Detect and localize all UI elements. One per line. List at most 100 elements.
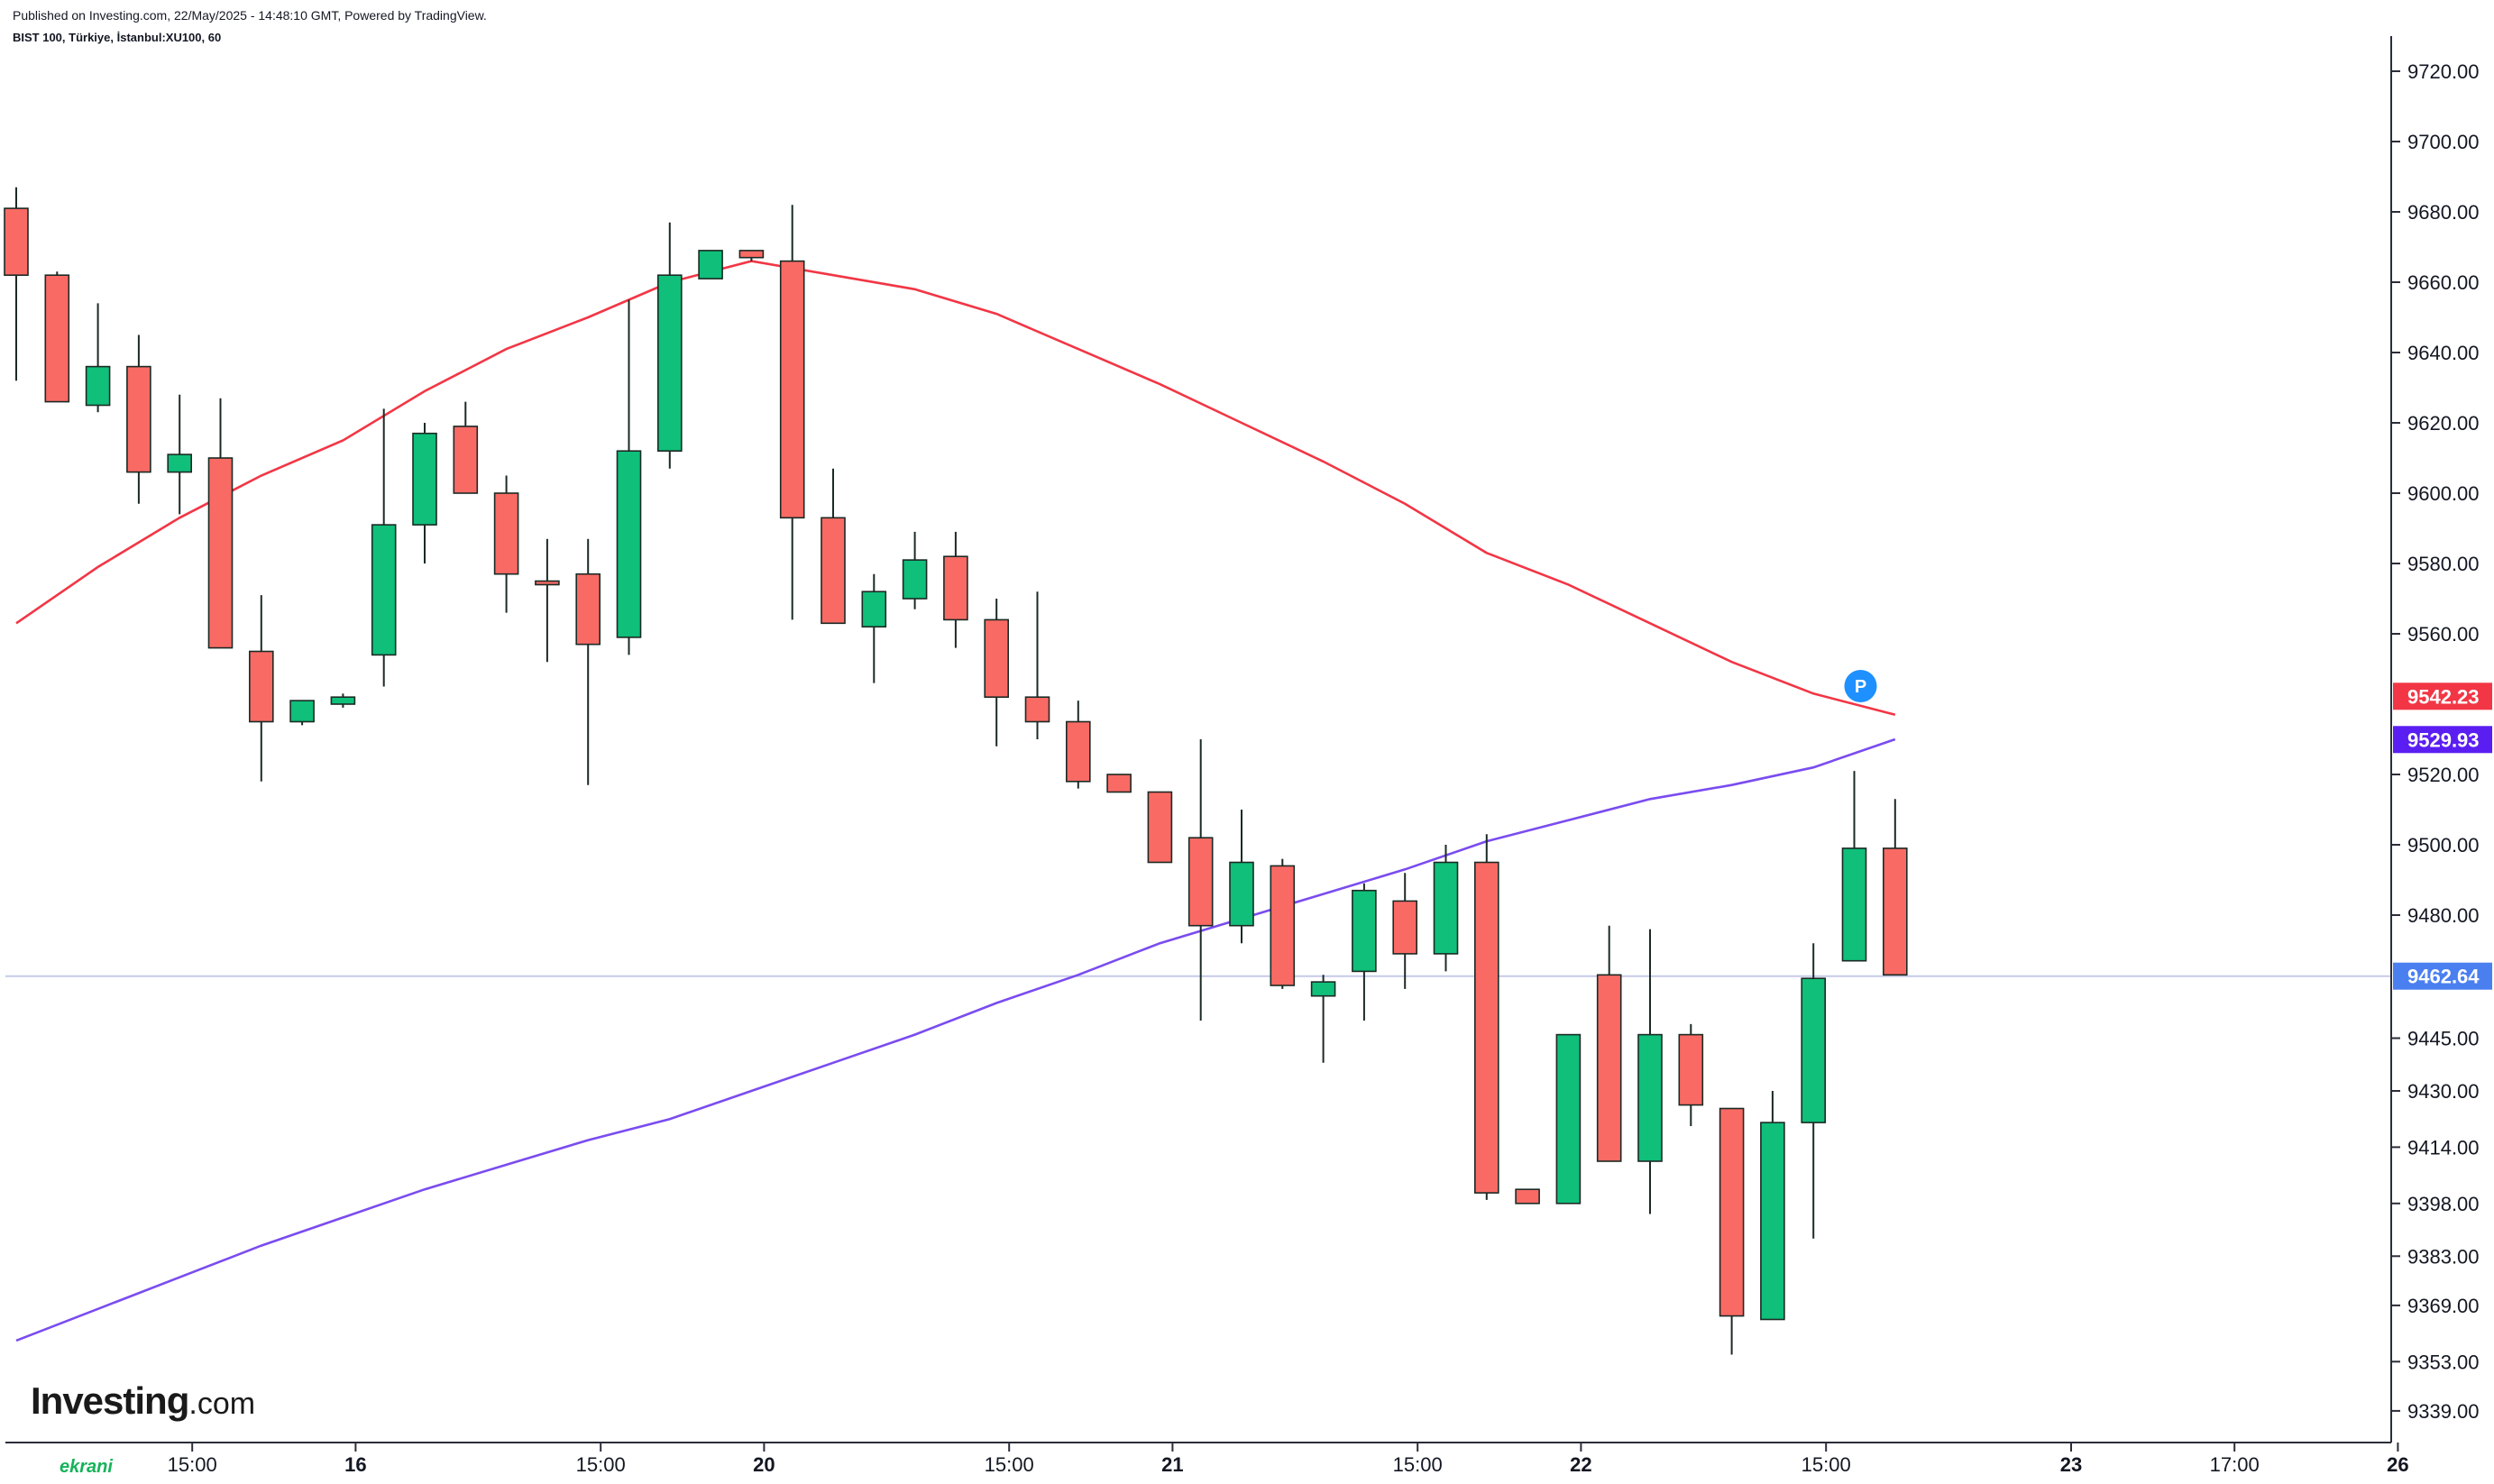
candle[interactable] [1596,925,1622,1162]
watermark-logo: ekrani [60,1457,113,1477]
candle[interactable] [1310,975,1336,1063]
candle-body [1270,865,1296,986]
price-label: 9462.64 [2393,962,2492,990]
candle[interactable] [167,394,192,515]
candle[interactable] [1841,771,1867,962]
x-tick-label: 21 [1161,1453,1183,1476]
candle[interactable] [1678,1023,1704,1126]
y-tick-label: 9369.00 [2407,1295,2480,1317]
candle[interactable] [330,693,356,708]
y-tick-label: 9620.00 [2407,412,2480,435]
candle[interactable] [1352,883,1377,1021]
candle[interactable] [289,700,315,726]
y-tick-label: 9660.00 [2407,271,2480,294]
candle-body [248,650,274,723]
candle[interactable] [1515,1188,1540,1205]
y-tick-label: 9680.00 [2407,201,2480,224]
y-tick-label: 9600.00 [2407,482,2480,505]
x-tick-label: 16 [344,1453,366,1476]
y-tick-label: 9383.00 [2407,1245,2480,1268]
ma-slow-line [15,260,1896,716]
y-tick-label: 9640.00 [2407,342,2480,364]
candle-body [1678,1033,1704,1106]
y-tick-label: 9430.00 [2407,1080,2480,1103]
candle[interactable] [412,423,437,563]
moving-average-lines [15,260,1896,1342]
y-tick-label: 9414.00 [2407,1136,2480,1159]
y-tick-label: 9580.00 [2407,553,2480,575]
candle-body [1801,977,1826,1123]
candle[interactable] [453,401,479,494]
candle-body [330,696,356,705]
candle-body [1433,861,1459,955]
price-label-text: 9542.23 [2407,685,2480,708]
candle[interactable] [1392,873,1417,989]
candle-body [207,457,234,649]
candle[interactable] [984,599,1009,747]
candle[interactable] [535,538,560,663]
candle-body [984,618,1009,699]
x-tick-label: 23 [2060,1453,2082,1476]
candle-body [1596,974,1622,1162]
candle[interactable] [1106,774,1132,793]
x-tick-label: 15:00 [985,1453,1034,1476]
candle[interactable] [248,595,274,782]
candle[interactable] [779,205,805,620]
candle[interactable] [698,250,723,279]
candle[interactable] [1147,791,1173,864]
candle[interactable] [1637,929,1663,1214]
candle[interactable] [1719,1107,1745,1355]
candle[interactable] [4,187,29,381]
candle-body [1352,889,1377,973]
y-tick-label: 9445.00 [2407,1028,2480,1050]
candle-body [167,453,192,473]
marker-group[interactable]: P [1844,670,1877,702]
marker-label: P [1855,677,1866,697]
candle[interactable] [1270,858,1296,989]
candle[interactable] [85,303,111,413]
candle[interactable] [44,271,70,403]
candle-body [85,365,111,407]
candle[interactable] [493,475,519,613]
candle-body [44,274,70,403]
axes [5,36,2392,1443]
candle[interactable] [1433,845,1459,972]
candle[interactable] [1801,943,1826,1239]
candle[interactable] [1187,739,1214,1021]
y-tick-label: 9500.00 [2407,834,2480,857]
candle[interactable] [861,573,887,683]
marker-circle[interactable] [1844,670,1877,702]
candle[interactable] [207,398,234,649]
candle[interactable] [1883,799,1908,976]
candle-body [1883,847,1908,976]
candle[interactable] [821,468,846,625]
y-tick-label: 9480.00 [2407,904,2480,927]
x-tick-label: 17:00 [2210,1453,2260,1476]
candle[interactable] [1555,1033,1582,1205]
candle[interactable] [656,222,683,469]
candle[interactable] [1024,591,1050,739]
candle[interactable] [575,538,601,785]
candle[interactable] [126,334,151,504]
chart-header: Published on Investing.com, 22/May/2025 … [13,7,487,46]
candle-body [1474,861,1499,1194]
candle-body [1187,837,1214,927]
candle[interactable] [943,531,968,648]
x-tick-label: 20 [753,1453,775,1476]
candle[interactable] [1760,1091,1785,1321]
x-tick-label: 22 [1570,1453,1591,1476]
candle-body [412,432,437,526]
candle[interactable] [1066,701,1091,789]
candle[interactable] [616,299,642,655]
ma-fast-line [15,737,1896,1342]
candle-body [779,260,805,519]
candle[interactable] [371,408,397,687]
candle[interactable] [902,531,928,609]
candle[interactable] [1229,810,1254,944]
candle-body [289,700,315,723]
price-label-bg [2393,962,2492,990]
candle[interactable] [1474,834,1499,1200]
candle[interactable] [738,250,765,261]
price-label-text: 9529.93 [2407,728,2480,751]
